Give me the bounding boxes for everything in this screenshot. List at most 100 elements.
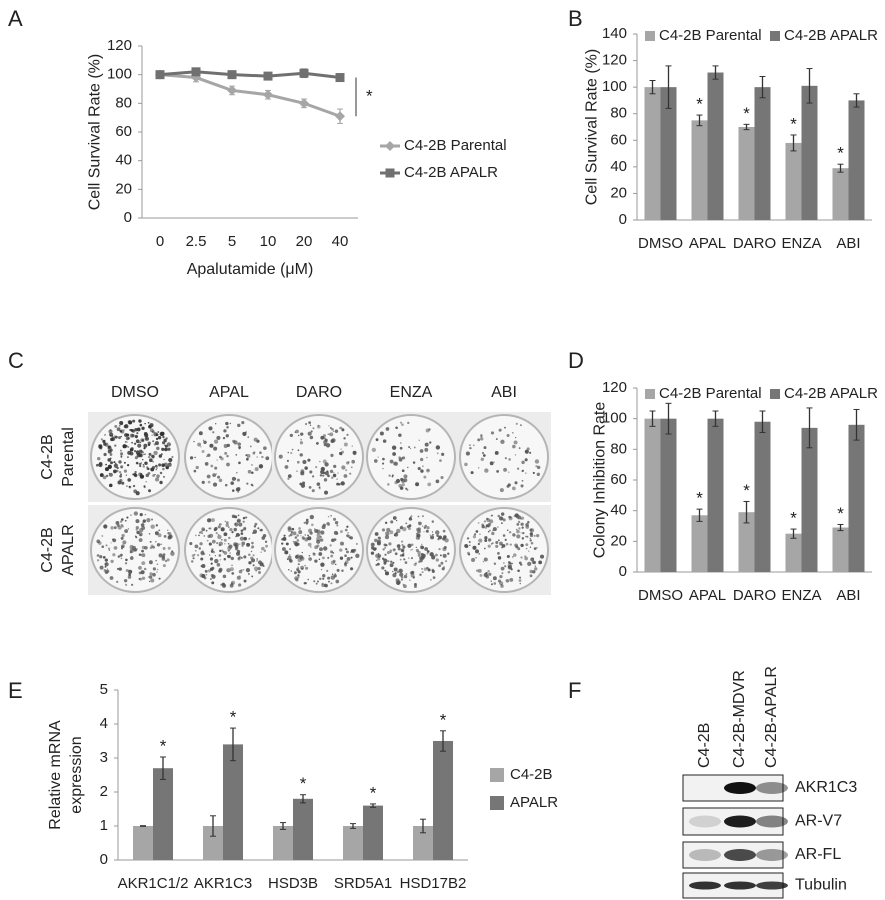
panel-letter: C (8, 348, 24, 373)
colony (439, 459, 442, 462)
colony (298, 530, 303, 535)
colony (114, 444, 117, 447)
colony (532, 471, 535, 475)
colony (143, 447, 146, 450)
colony (246, 542, 251, 547)
colony (382, 462, 385, 465)
colony (416, 527, 420, 532)
bar (273, 826, 293, 860)
colony (258, 464, 264, 469)
colony (163, 458, 165, 461)
colony (506, 529, 509, 531)
colony (441, 567, 445, 571)
colony (226, 462, 230, 467)
colony (152, 567, 157, 571)
colony (534, 565, 536, 567)
colony (323, 546, 328, 551)
colony (119, 429, 123, 433)
colony (382, 457, 385, 461)
plate (184, 414, 274, 500)
colony (114, 424, 118, 428)
colony (124, 424, 127, 427)
colony (107, 547, 111, 550)
colony (422, 525, 424, 527)
colony (500, 584, 504, 588)
colony (426, 526, 430, 530)
colony (488, 529, 491, 532)
colony (419, 556, 423, 560)
colony (513, 514, 516, 518)
colony (208, 542, 212, 546)
colony (204, 569, 208, 573)
colony (108, 472, 113, 477)
colony (239, 575, 241, 577)
colony (328, 524, 330, 526)
colony (142, 463, 145, 466)
colony (291, 448, 294, 451)
colony (506, 555, 510, 559)
colony (152, 545, 155, 549)
colony (417, 553, 421, 557)
colony (127, 420, 132, 425)
colony (525, 522, 529, 527)
colony (136, 432, 139, 435)
colony (147, 421, 150, 424)
colony (161, 555, 166, 559)
colony (413, 576, 415, 578)
significance-label: * (743, 481, 750, 500)
colony (336, 568, 340, 572)
colony (124, 440, 127, 443)
colony (152, 457, 154, 459)
colony (157, 435, 162, 440)
colony (408, 557, 410, 559)
colony (416, 533, 421, 538)
colony (340, 530, 343, 533)
colony (121, 525, 124, 528)
colony (398, 456, 401, 459)
colony (502, 534, 506, 537)
colony (511, 556, 514, 558)
colony (143, 431, 148, 436)
colony (327, 580, 330, 583)
colony (307, 458, 311, 462)
colony (127, 478, 132, 482)
colony (162, 435, 165, 439)
colony (521, 470, 524, 473)
colony (167, 532, 170, 535)
colony (467, 553, 471, 556)
bar (848, 100, 865, 220)
colony (231, 531, 234, 534)
colony (497, 526, 499, 528)
colony (376, 559, 378, 562)
colony (520, 424, 522, 426)
colony (376, 562, 380, 566)
colony (223, 429, 227, 433)
colony (512, 533, 516, 537)
colony (231, 489, 235, 492)
legend-label: C4-2B APALR (784, 385, 878, 402)
colony (519, 576, 522, 579)
colony (337, 472, 339, 474)
colony (155, 524, 158, 527)
colony (147, 441, 151, 445)
colony (320, 469, 325, 475)
colony (152, 572, 156, 577)
colony (511, 562, 513, 565)
x-tick-label: DARO (733, 587, 776, 604)
colony (120, 452, 124, 456)
colony (119, 520, 123, 523)
colony (351, 549, 353, 552)
colony (165, 466, 169, 470)
colony (302, 459, 307, 465)
colony (141, 561, 146, 566)
colony (507, 483, 511, 487)
colony (396, 544, 401, 548)
colony (234, 547, 239, 551)
colony (206, 539, 209, 542)
colony (238, 522, 243, 527)
colony (134, 434, 138, 439)
colony (331, 538, 335, 542)
colony (123, 469, 128, 473)
colony (231, 572, 235, 575)
colony (229, 422, 232, 425)
